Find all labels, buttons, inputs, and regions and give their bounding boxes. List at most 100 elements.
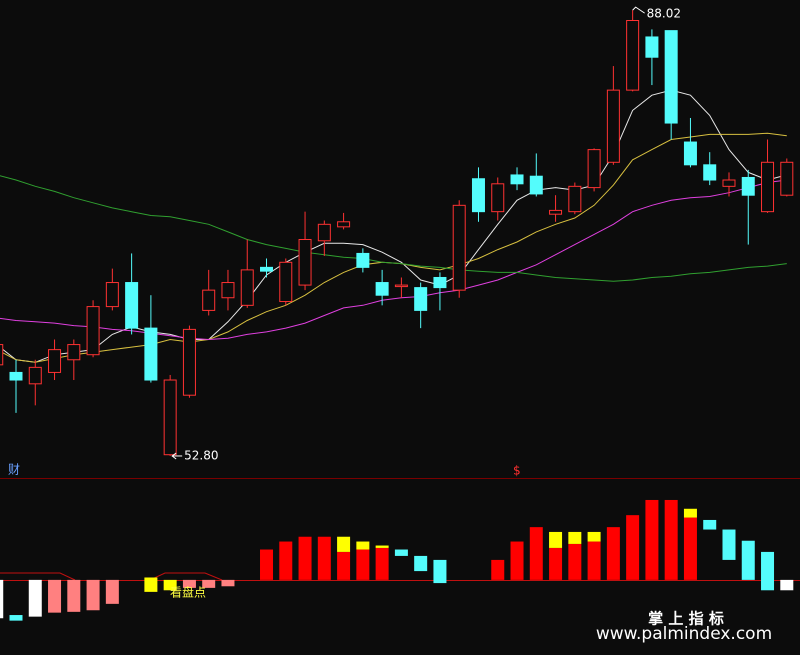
candle-body: [9, 371, 23, 381]
indicator-bar: [549, 531, 563, 548]
indicator-pane: [0, 499, 794, 621]
candle-body: [491, 183, 505, 213]
candle-body: [414, 287, 428, 311]
candle-body: [202, 289, 216, 311]
marker-label: $: [513, 464, 521, 478]
candle-body: [683, 141, 697, 166]
indicator-bar: [664, 499, 678, 580]
indicator-bar: [279, 541, 293, 580]
candle-body: [549, 209, 563, 215]
watermark-bg: [570, 606, 800, 655]
candle-body: [645, 36, 659, 58]
indicator-bar: [683, 508, 697, 518]
candle-body: [703, 164, 717, 181]
candle-body: [86, 306, 100, 356]
indicator-bar: [741, 540, 755, 580]
indicator-bar: [317, 536, 331, 580]
indicator-bar: [28, 579, 42, 617]
indicator-bar: [703, 519, 717, 530]
watermark-url: www.palmindex.com: [596, 624, 772, 644]
indicator-bar: [202, 579, 216, 588]
indicator-bar: [356, 549, 370, 580]
candle-body: [375, 282, 389, 296]
indicator-bar: [67, 579, 81, 612]
indicator-bar: [568, 543, 582, 580]
candle-body: [452, 204, 466, 291]
candle-body: [761, 161, 775, 213]
indicator-title: 看盘点: [170, 585, 206, 600]
candle-body: [626, 20, 640, 91]
candle-body: [587, 149, 601, 189]
indicator-bar: [375, 545, 389, 548]
candle-body: [529, 175, 543, 195]
candle-body: [568, 185, 582, 213]
candle-body: [433, 276, 447, 289]
indicator-bar: [549, 547, 563, 580]
candle-body: [741, 176, 755, 196]
candle-body: [337, 221, 351, 228]
indicator-bar: [337, 536, 351, 552]
candle-body: [664, 30, 678, 124]
indicator-bar: [683, 517, 697, 580]
candle-body: [356, 252, 370, 268]
ma-line: [0, 175, 787, 282]
candle-body: [317, 223, 331, 242]
label-arrow-head: [171, 452, 177, 460]
indicator-bar: [298, 536, 312, 580]
indicator-bar: [375, 547, 389, 580]
indicator-bar: [86, 579, 100, 611]
indicator-bar: [105, 579, 119, 604]
signal-line: [149, 572, 223, 581]
candle-body: [722, 179, 736, 187]
candle-body: [606, 89, 620, 163]
price-pane: 52.80 88.02: [0, 6, 794, 462]
low-label: 52.80: [184, 448, 218, 462]
candle-body: [471, 178, 485, 213]
indicator-bar: [645, 499, 659, 580]
indicator-bar: [587, 541, 601, 580]
indicator-bar: [587, 531, 601, 542]
indicator-bar: [0, 579, 4, 619]
candle-body: [0, 344, 4, 366]
indicator-bar: [529, 527, 543, 580]
candle-body: [28, 366, 42, 385]
indicator-bar: [356, 541, 370, 550]
candle-body: [298, 239, 312, 286]
candle-body: [221, 282, 235, 299]
candle-body: [144, 327, 158, 381]
indicator-bar: [510, 541, 524, 580]
indicator-bar: [144, 577, 158, 592]
candle-body: [67, 344, 81, 361]
high-label: 88.02: [647, 7, 681, 21]
candle-body: [48, 349, 62, 373]
candle-body: [240, 269, 254, 306]
ma-line: [0, 179, 787, 341]
indicator-bar: [163, 579, 177, 591]
indicator-bar: [394, 549, 408, 556]
candle-body: [394, 284, 408, 288]
indicator-bar: [626, 515, 640, 580]
candle-body: [260, 266, 274, 272]
indicator-bar: [48, 579, 62, 613]
indicator-bar: [337, 551, 351, 580]
indicator-bar: [182, 579, 196, 588]
candle-body: [182, 328, 196, 396]
candle-body: [279, 261, 293, 303]
watermark-title: 掌 上 指 标: [648, 610, 724, 628]
indicator-bar: [414, 555, 428, 572]
candle-body: [510, 174, 524, 185]
signal-line: [0, 572, 76, 581]
indicator-bar: [722, 529, 736, 560]
indicator-bar: [761, 551, 775, 591]
label-arrow: [632, 6, 645, 14]
indicator-bar: [568, 531, 582, 544]
indicator-bar: [9, 615, 23, 621]
candle-body: [125, 282, 139, 329]
indicator-bar: [491, 559, 505, 580]
indicator-bar: [260, 549, 274, 580]
indicator-bar: [780, 579, 794, 591]
candle-body: [780, 161, 794, 196]
